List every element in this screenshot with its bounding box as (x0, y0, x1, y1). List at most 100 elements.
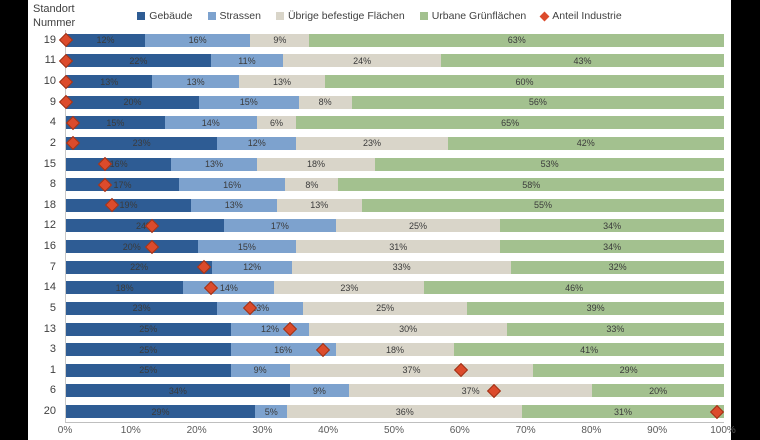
category-label: 13 (43, 322, 56, 335)
square-swatch-icon (137, 12, 146, 20)
diamond-swatch-icon (539, 11, 550, 21)
bar-segment: 15% (198, 95, 299, 109)
segment-value-label: 22% (129, 55, 148, 66)
category-label: 10 (43, 75, 56, 88)
stacked-bar: 19% 13% 13% 55% (66, 198, 724, 213)
bar-segment: 18% (335, 343, 455, 357)
bar-segment: 15% (197, 240, 297, 254)
bar-segment: 34% (500, 240, 724, 254)
legend-label: Übrige befestige Flächen (287, 10, 405, 22)
bar-segment: 6% (256, 116, 297, 130)
legend-item: Urbane Grünflächen (419, 10, 526, 22)
segment-value-label: 46% (565, 282, 584, 293)
segment-value-label: 13% (310, 200, 329, 211)
bar-segment: 23% (66, 301, 218, 315)
bar-segment: 33% (506, 322, 724, 336)
segment-value-label: 56% (528, 97, 547, 108)
segment-value-label: 16% (274, 344, 293, 355)
segment-value-label: 19% (119, 200, 138, 211)
x-tick-label: 70% (515, 425, 536, 436)
x-tick-label: 30% (252, 425, 273, 436)
segment-value-label: 33% (392, 262, 411, 273)
stacked-bar: 16% 13% 18% 53% (66, 156, 724, 172)
y-axis-title: Standort Nummer (33, 2, 75, 30)
x-tick-label: 90% (647, 425, 668, 436)
segment-value-label: 18% (115, 282, 134, 293)
segment-value-label: 53% (540, 159, 559, 170)
bar-segment: 25% (302, 301, 468, 315)
chart-row: 20 29% 5% 36% 31% (44, 404, 725, 419)
bar-segment: 8% (298, 95, 352, 109)
segment-value-label: 29% (151, 406, 170, 417)
chart-row: 8 17% 16% 8% 58% (50, 177, 724, 192)
bar-segment: 9% (230, 363, 290, 377)
bar-segment: 43% (441, 54, 724, 68)
legend-item: Anteil Industrie (539, 10, 622, 22)
chart-row: 14 18% 14% 23% 46% (44, 280, 724, 295)
x-tick-label: 80% (581, 425, 602, 436)
stacked-bar: 24%17%25%34% (66, 218, 724, 234)
segment-value-label: 9% (273, 35, 287, 46)
segment-value-label: 13% (205, 159, 224, 170)
segment-value-label: 30% (399, 324, 418, 335)
segment-value-label: 60% (515, 76, 534, 87)
chart-row: 9 20% 15% 8% 56% (50, 95, 724, 110)
bar-segment: 60% (325, 75, 724, 89)
bar-segment: 30% (309, 322, 507, 336)
bar-segment: 14% (183, 281, 275, 295)
x-tick-label: 60% (449, 425, 470, 436)
stacked-bar: 23% 12% 23% 42% (65, 136, 724, 151)
segment-value-label: 12% (247, 138, 266, 149)
legend: Gebäude Strassen Übrige befestige Flächen U… (28, 10, 731, 22)
chart-row: 7 22% 12% 33% 32% (50, 260, 724, 275)
stacked-bar: 25% 9% 37% 29% (66, 363, 724, 378)
segment-value-label: 8% (318, 97, 332, 108)
category-label: 5 (49, 301, 56, 314)
stacked-bar: 20% 15% 8% 56% (58, 95, 724, 110)
segment-value-label: 13% (251, 303, 270, 314)
segment-value-label: 15% (106, 117, 125, 128)
bar-segment: 24% (283, 54, 442, 68)
legend-item: Gebäude (137, 10, 193, 22)
segment-value-label: 8% (305, 179, 319, 190)
bar-segment: 25% (66, 322, 231, 336)
segment-value-label: 12% (243, 262, 262, 273)
chart-row: 11 22% 11% 24% 43% (45, 53, 724, 69)
segment-value-label: 15% (237, 241, 256, 252)
x-axis-ticks: 0% 10% 20% 30% 40% 50% 60% 70% 80% 90% 100% (58, 425, 736, 439)
category-label: 18 (43, 198, 56, 211)
bar-segment: 13% (276, 198, 363, 212)
bar-segment: 29% (533, 363, 724, 377)
segment-value-label: 34% (603, 220, 622, 231)
segment-value-label: 63% (507, 35, 526, 46)
category-label: 3 (49, 343, 56, 356)
bar-segment: 65% (296, 116, 724, 130)
bar-segment: 18% (256, 157, 376, 171)
bar-segment: 23% (274, 281, 425, 295)
bar-segment: 5% (254, 405, 288, 419)
segment-value-label: 15% (239, 97, 258, 108)
stacked-bar: 29% 5% 36% 31% (66, 404, 725, 419)
x-tick-label: 10% (120, 425, 141, 436)
bar-segment: 16% (230, 343, 336, 357)
bar-segment: 13% (191, 198, 277, 212)
chart-row: 13 25% 12% 30% 33% (44, 321, 724, 337)
bar-segment: 13% (171, 157, 257, 171)
bar-segment: 20% (66, 240, 198, 254)
y-axis-title-line1: Standort (33, 3, 75, 15)
plot-rows: 19 12% 16% 9% 63% 11 22% 11% 24% 43% 10 13% 13% 13% 60… (44, 30, 725, 422)
bar-segment: 53% (375, 157, 724, 171)
bar-segment: 23% (296, 136, 448, 150)
stacked-bar: 15% 14% 6% 65% (65, 115, 724, 130)
segment-value-label: 17% (270, 220, 289, 231)
x-tick-label: 20% (186, 425, 207, 436)
chart-row: 10 13% 13% 13% 60% (44, 74, 724, 89)
bar-segment: 23% (66, 136, 218, 150)
bar-segment: 55% (362, 198, 724, 212)
bar-segment: 20% (592, 384, 724, 398)
bar-segment: 25% (335, 219, 501, 233)
segment-value-label: 14% (201, 117, 220, 128)
chart-row: 15 16% 13% 18% 53% (44, 156, 724, 172)
segment-value-label: 31% (613, 406, 632, 417)
bar-segment: 29% (66, 405, 255, 419)
